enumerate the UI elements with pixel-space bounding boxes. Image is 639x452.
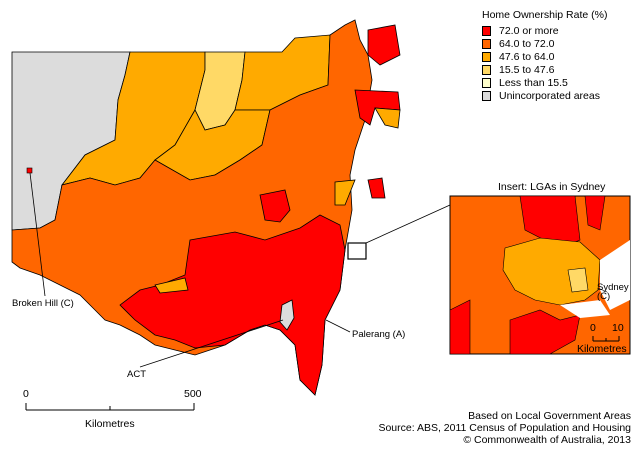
legend-item: Less than 15.5 bbox=[482, 76, 607, 89]
legend-label: Less than 15.5 bbox=[499, 76, 568, 89]
legend-swatch bbox=[482, 25, 491, 36]
insert-title: Insert: LGAs in Sydney bbox=[498, 181, 606, 193]
region-red-mid bbox=[259, 189, 291, 223]
insert-scale-start: 0 bbox=[590, 322, 596, 334]
source-line-2: Source: ABS, 2011 Census of Population a… bbox=[378, 422, 631, 434]
legend-swatch bbox=[482, 64, 491, 75]
source-note: Based on Local Government Areas Source: … bbox=[378, 410, 631, 446]
legend-swatch bbox=[482, 90, 491, 101]
legend-label: 47.6 to 64.0 bbox=[499, 50, 555, 63]
source-line-3: © Commonwealth of Australia, 2013 bbox=[463, 434, 631, 446]
legend-item: 15.5 to 47.6 bbox=[482, 63, 607, 76]
legend-label: 64.0 to 72.0 bbox=[499, 37, 555, 50]
sydney-inset-box bbox=[347, 242, 367, 260]
source-line-1: Based on Local Government Areas bbox=[468, 410, 631, 422]
insert-scale-end: 10 bbox=[612, 322, 624, 334]
insert-scale-unit: Kilometres bbox=[577, 343, 627, 355]
legend-label: Unincorporated areas bbox=[499, 89, 600, 102]
main-scale-unit: Kilometres bbox=[85, 418, 135, 430]
legend-item: 47.6 to 64.0 bbox=[482, 50, 607, 63]
legend-item: 64.0 to 72.0 bbox=[482, 37, 607, 50]
legend-swatch bbox=[482, 38, 491, 49]
label-broken-hill: Broken Hill (C) bbox=[12, 298, 74, 309]
label-act: ACT bbox=[127, 369, 146, 380]
legend-swatch bbox=[482, 51, 491, 62]
label-palerang: Palerang (A) bbox=[352, 329, 406, 340]
region-yellow-south-west bbox=[154, 277, 189, 294]
main-scale-bar bbox=[25, 403, 195, 411]
legend-label: 15.5 to 47.6 bbox=[499, 63, 555, 76]
legend-item: 72.0 or more bbox=[482, 24, 607, 37]
main-scale-end: 500 bbox=[184, 388, 202, 400]
region-red-hunter bbox=[367, 177, 386, 199]
region-yellow-north bbox=[374, 107, 401, 129]
region-yellow-hunter bbox=[334, 179, 356, 206]
legend-swatch bbox=[482, 77, 491, 88]
region-red-south bbox=[119, 214, 346, 396]
legend: Home Ownership Rate (%) 72.0 or more 64.… bbox=[482, 9, 607, 102]
label-sydney: Sydney (C) bbox=[597, 282, 629, 302]
region-act bbox=[279, 299, 295, 331]
sydney-insert-map bbox=[449, 195, 631, 355]
region-broken-hill bbox=[26, 167, 33, 174]
legend-title: Home Ownership Rate (%) bbox=[482, 9, 608, 21]
region-red-north-coast bbox=[367, 24, 401, 66]
legend-item: Unincorporated areas bbox=[482, 89, 607, 102]
main-scale-start: 0 bbox=[23, 388, 29, 400]
legend-label: 72.0 or more bbox=[499, 24, 559, 37]
